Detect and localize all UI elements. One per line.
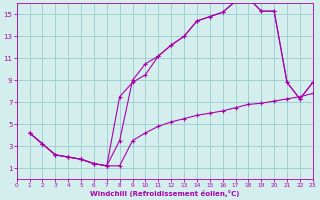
X-axis label: Windchill (Refroidissement éolien,°C): Windchill (Refroidissement éolien,°C) xyxy=(90,190,239,197)
